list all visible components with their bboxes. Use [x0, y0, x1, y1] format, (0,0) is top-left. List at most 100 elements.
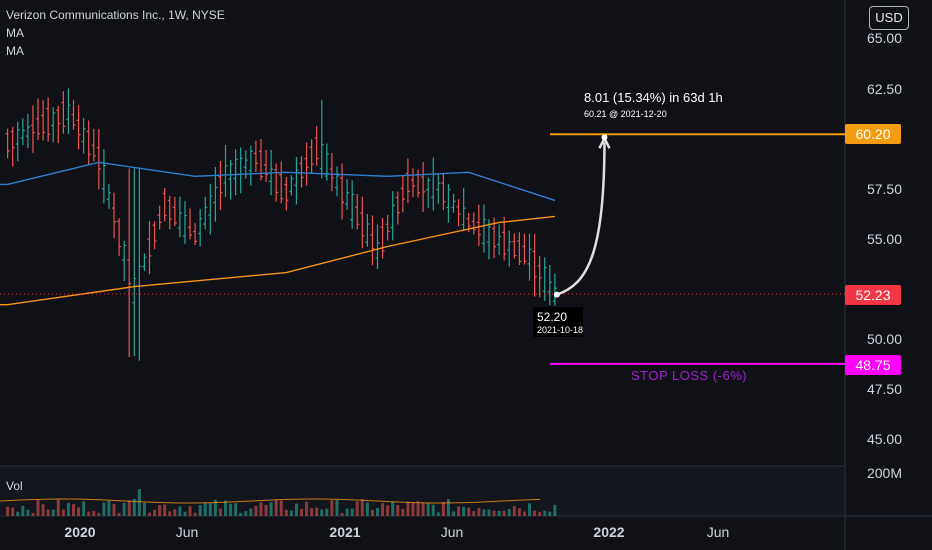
volume-bar [457, 506, 461, 516]
time-tick: 2020 [64, 524, 96, 540]
projection-arrow [556, 142, 606, 296]
volume-bar [289, 510, 293, 516]
volume-bar [472, 510, 476, 516]
volume-bar [107, 500, 111, 516]
volume-bar [391, 501, 395, 516]
volume-bar [533, 510, 537, 516]
volume-bar [365, 502, 369, 516]
volume-bar [421, 502, 425, 516]
volume-bar [56, 499, 60, 516]
ma-fast-line [0, 161, 556, 202]
volume-bar [41, 504, 45, 516]
time-tick: Jun [440, 524, 464, 540]
volume-bar [77, 507, 81, 516]
volume-bar [553, 504, 557, 516]
volume-bar [396, 505, 400, 516]
volume-bar [173, 509, 177, 516]
volume-bar [21, 505, 25, 516]
volume-tick: 200M [866, 465, 902, 481]
volume-bar [223, 500, 227, 516]
volume-bar [51, 509, 55, 516]
volume-bar [229, 503, 233, 516]
entry-date: 2021-10-18 [537, 325, 584, 335]
volume-bar [264, 504, 268, 516]
entry-price: 52.20 [537, 310, 568, 324]
volume-bar [274, 499, 278, 516]
target-price-tag: 60.20 [845, 124, 901, 144]
volume-bar [431, 504, 435, 516]
volume-bar [492, 510, 496, 516]
volume-bar [300, 508, 304, 516]
volume-bar [406, 501, 410, 516]
volume-bar [61, 509, 65, 516]
volume-bar [386, 505, 390, 516]
volume-bar [528, 503, 532, 516]
volume-bar [320, 509, 324, 516]
volume-bar [137, 489, 141, 516]
volume-bar [87, 511, 91, 516]
volume-bar [82, 501, 86, 516]
ma-indicator-1[interactable]: MA [6, 26, 24, 40]
volume-bar [502, 510, 506, 516]
volume-bar [436, 512, 440, 516]
volume-bar [117, 512, 121, 516]
volume-ma-line [0, 498, 541, 504]
volume-bar [122, 502, 126, 516]
stop-loss-label: STOP LOSS (-6%) [631, 368, 748, 383]
volume-bar [497, 510, 501, 516]
volume-bar [112, 503, 116, 516]
volume-bar [239, 512, 243, 516]
ma-indicator-2[interactable]: MA [6, 44, 24, 58]
volume-bar [543, 510, 547, 516]
volume-bar [249, 508, 253, 516]
volume-bar [452, 511, 456, 516]
volume-bar [462, 506, 466, 516]
ma-slow-line [0, 215, 555, 306]
volume-bar [381, 503, 385, 516]
entry-point [553, 291, 560, 298]
volume-bar [234, 503, 238, 516]
volume-bar [92, 511, 96, 516]
volume-bar [26, 509, 30, 516]
current-price-tag: 52.23 [845, 285, 901, 305]
volume-bar [305, 501, 309, 516]
volume-bar [522, 511, 526, 516]
volume-bar [401, 508, 405, 516]
volume-bar [279, 500, 283, 516]
volume-bar [315, 507, 319, 516]
volume-bar [376, 508, 380, 516]
volume-bar [538, 512, 542, 516]
volume-bar [31, 512, 35, 516]
entry-price-box: 52.20 2021-10-18 [533, 307, 583, 337]
volume-bar [102, 502, 106, 516]
volume-bar [370, 510, 374, 516]
volume-bar [168, 511, 172, 516]
volume-bar [213, 499, 217, 516]
currency-button[interactable]: USD [869, 6, 909, 30]
volume-bar [188, 506, 192, 516]
volume-bar [335, 499, 339, 516]
volume-bar [284, 509, 288, 516]
volume-bar [153, 509, 157, 516]
volume-bar [46, 509, 50, 516]
volume-bar [487, 509, 491, 516]
volume-bar [340, 512, 344, 516]
volume-bar [163, 504, 167, 516]
time-tick: 2022 [593, 524, 625, 540]
stop-loss-price-tag: 48.75 [845, 355, 901, 375]
volume-bar [198, 505, 202, 516]
volume-bar [441, 501, 445, 516]
volume-bar [178, 506, 182, 516]
volume-bar [482, 509, 486, 516]
volume-label: Vol [6, 479, 23, 493]
volume-bar [416, 501, 420, 516]
volume-bar [203, 503, 207, 516]
volume-bar [446, 499, 450, 516]
volume-bar [294, 503, 298, 516]
volume-bar [350, 508, 354, 516]
volume-bar [467, 507, 471, 516]
volume-bar [208, 503, 212, 516]
